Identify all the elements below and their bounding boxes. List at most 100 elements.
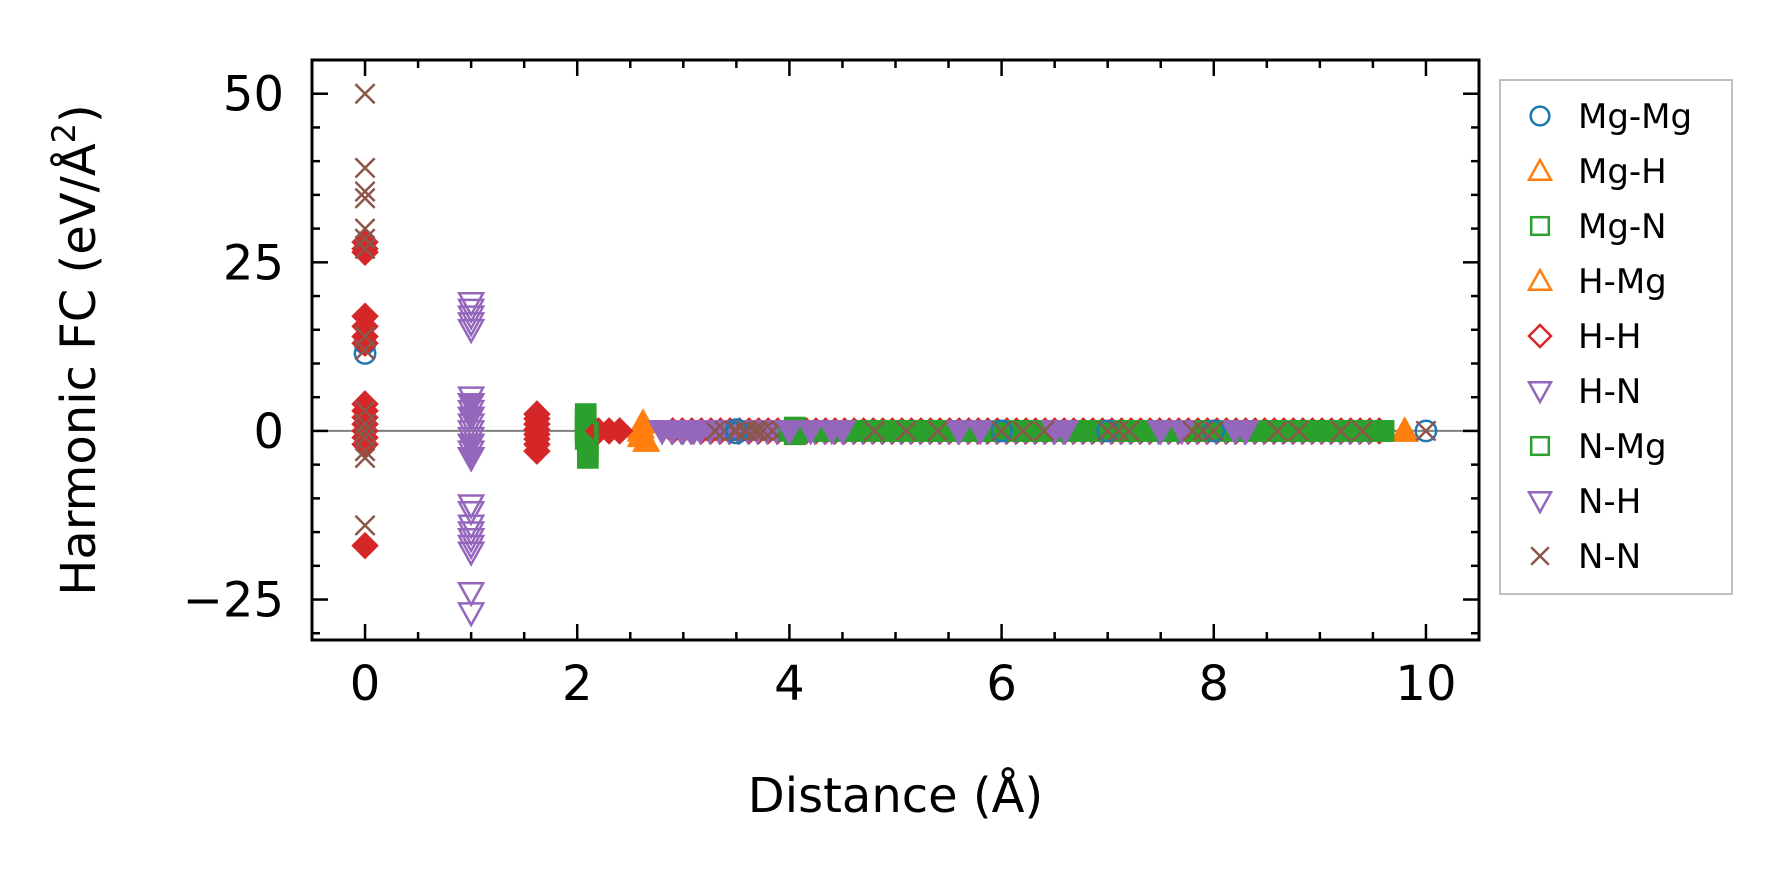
- data-point: [354, 187, 376, 209]
- data-point: [775, 420, 804, 446]
- data-point: [990, 419, 1014, 443]
- y-axis-label-main: Harmonic FC (eV/Å: [50, 143, 107, 596]
- data-point: [1288, 420, 1310, 442]
- data-point: [354, 238, 376, 260]
- series-h-h: [351, 228, 634, 560]
- data-point: [457, 534, 486, 561]
- data-point: [1182, 420, 1204, 442]
- legend-marker-h-n: [1526, 380, 1554, 405]
- data-point: [828, 420, 857, 446]
- data-point: [796, 420, 825, 446]
- data-point: [1118, 420, 1140, 442]
- legend-marker-mg-mg: [1529, 105, 1551, 127]
- series-n-mg: [574, 420, 1395, 444]
- legend-marker-n-h: [1526, 490, 1554, 515]
- data-point: [354, 514, 376, 536]
- data-point: [351, 329, 379, 358]
- data-point: [1390, 416, 1419, 442]
- data-point: [457, 305, 486, 331]
- legend-marker-n-mg: [1529, 435, 1551, 457]
- data-point: [991, 420, 1013, 442]
- y-tick-label: 0: [253, 404, 284, 460]
- legend-marker-h-mg: [1526, 267, 1554, 292]
- data-point: [354, 339, 376, 361]
- data-point: [574, 420, 597, 442]
- data-point: [747, 420, 769, 442]
- data-point: [354, 218, 376, 240]
- legend-label: H-Mg: [1578, 262, 1667, 302]
- series-n-h: [457, 393, 1260, 473]
- legend-label: N-H: [1578, 482, 1641, 522]
- data-point: [1415, 420, 1437, 442]
- data-point: [354, 228, 376, 250]
- data-point: [945, 420, 974, 446]
- data-point: [523, 437, 551, 465]
- data-point: [679, 420, 709, 446]
- data-points-layer: [312, 83, 1479, 628]
- x-tick-label: 2: [562, 656, 593, 712]
- x-tick-label: 4: [774, 656, 805, 712]
- x-tick-label: 6: [986, 656, 1017, 712]
- data-point: [1390, 416, 1419, 442]
- data-point: [1097, 420, 1119, 442]
- data-point: [354, 83, 376, 105]
- data-point: [1107, 420, 1129, 442]
- data-point: [354, 447, 376, 469]
- data-point: [457, 393, 486, 419]
- data-point: [457, 494, 486, 520]
- data-point: [457, 433, 486, 459]
- data-point: [1033, 420, 1055, 442]
- legend-marker-h-h: [1527, 323, 1553, 349]
- y-axis-label-superscript: 2: [45, 123, 83, 143]
- data-point: [457, 514, 486, 540]
- data-point: [457, 527, 486, 554]
- data-point: [457, 298, 486, 325]
- legend-label: Mg-N: [1578, 207, 1667, 247]
- legend-label: Mg-Mg: [1578, 97, 1692, 137]
- data-point: [1372, 420, 1395, 442]
- x-tick-label: 0: [350, 656, 381, 712]
- legend-label: H-N: [1578, 372, 1641, 412]
- axis-ticks: 0 2 4 6 8 10 −25 0 25 50: [183, 58, 1481, 712]
- legend: Mg-Mg Mg-H Mg-N H-Mg H-H H-N N-Mg N-H N-N: [1499, 79, 1733, 595]
- data-point: [966, 420, 995, 446]
- y-tick-label: 50: [223, 67, 284, 123]
- series-h-mg: [626, 416, 1419, 442]
- x-tick-label: 10: [1395, 656, 1456, 712]
- data-point: [457, 581, 486, 608]
- data-point: [457, 406, 486, 433]
- y-tick-label: −25: [183, 573, 284, 629]
- data-point: [457, 318, 486, 345]
- legend-label: N-Mg: [1578, 427, 1667, 467]
- data-point: [1351, 420, 1373, 442]
- x-tick-label: 8: [1198, 656, 1229, 712]
- data-point: [1012, 420, 1034, 442]
- data-point: [1414, 419, 1438, 443]
- data-point: [736, 420, 758, 442]
- data-point: [1146, 420, 1175, 446]
- data-point: [704, 420, 726, 442]
- data-point: [1203, 420, 1225, 442]
- data-point: [457, 501, 486, 527]
- legend-marker-mg-n: [1529, 215, 1551, 237]
- data-point: [457, 291, 486, 318]
- data-point: [1051, 420, 1080, 446]
- data-point: [1330, 420, 1352, 442]
- series-n-n: [354, 83, 1437, 536]
- data-point: [457, 541, 486, 567]
- data-point: [927, 420, 949, 442]
- data-point: [725, 420, 747, 442]
- legend-marker-n-n: [1530, 546, 1550, 566]
- y-tick-label: 25: [223, 235, 284, 291]
- y-axis-label: Harmonic FC (eV/Å2): [45, 104, 107, 596]
- data-point: [354, 181, 376, 202]
- data-point: [1266, 420, 1288, 442]
- data-point: [1372, 420, 1395, 442]
- plot-frame: [310, 58, 1481, 642]
- data-point: [605, 417, 634, 445]
- x-axis-label: Distance (Å): [748, 767, 1043, 824]
- data-point: [354, 157, 376, 179]
- data-point: [1192, 420, 1214, 442]
- data-point: [351, 531, 379, 560]
